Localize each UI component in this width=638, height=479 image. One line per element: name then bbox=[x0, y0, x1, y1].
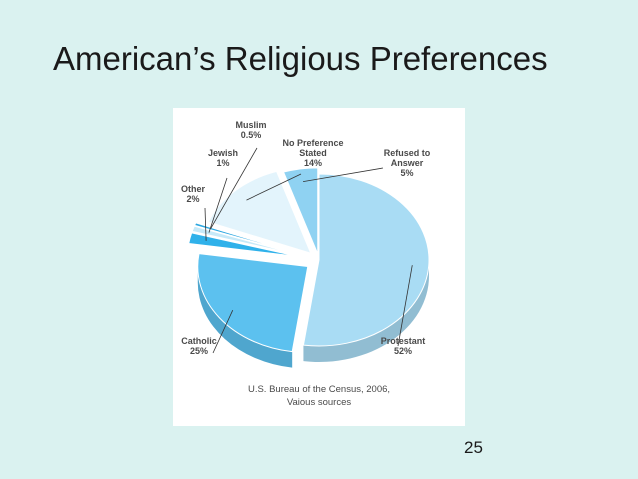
leader-line-other bbox=[204, 207, 207, 241]
slice-labels-layer: Protestant 52% Catholic 25% Other 2%Jewish 1% M… bbox=[181, 120, 431, 356]
slice-label-protestant: Protestant 52% bbox=[381, 336, 426, 356]
slice-label-jewish: Jewish 1% bbox=[208, 148, 238, 168]
slice-label-refused-to-answer: Refused to Answer 5% bbox=[384, 148, 431, 178]
slice-depth-catholic bbox=[197, 266, 293, 368]
source-line: U.S. Bureau of the Census, 2006, bbox=[248, 384, 390, 395]
slice-protestant bbox=[302, 173, 430, 347]
page-number: 25 bbox=[464, 438, 483, 457]
pie-chart-figure: Protestant 52% Catholic 25% Other 2% Jewish 1% M… bbox=[173, 108, 465, 426]
source-note: U.S. Bureau of the Census, 2006, Vaious s… bbox=[248, 384, 390, 408]
slice-depth-protestant bbox=[303, 260, 429, 362]
slice-muslim bbox=[193, 222, 299, 255]
leader-lines-layer bbox=[204, 147, 413, 354]
leader-line-no-preference-stated bbox=[246, 173, 302, 201]
slide-title: American’s Religious Preferences bbox=[53, 40, 548, 77]
slice-other bbox=[188, 232, 298, 257]
pie-slices-layer bbox=[188, 167, 430, 353]
source-line: Vaious sources bbox=[287, 397, 351, 408]
slice-no-preference-stated bbox=[207, 170, 312, 254]
slice-jewish bbox=[191, 225, 299, 256]
pie-depth-layer bbox=[197, 260, 429, 368]
slice-label-muslim: Muslim 0.5% bbox=[235, 120, 266, 140]
slice-refused-to-answer bbox=[282, 167, 319, 255]
slice-catholic bbox=[197, 253, 309, 353]
leader-line-muslim bbox=[210, 147, 258, 229]
slice-label-catholic: Catholic 25% bbox=[181, 336, 217, 356]
pie-chart: Protestant 52% Catholic 25% Other 2%Jewish 1% M… bbox=[181, 120, 431, 408]
leader-line-protestant bbox=[397, 265, 413, 347]
leader-line-jewish bbox=[208, 177, 228, 233]
leader-line-refused-to-answer bbox=[302, 167, 384, 183]
slice-label-other: Other 2% bbox=[181, 184, 206, 204]
slice-label-no-preference-stated: No Preference Stated 14% bbox=[282, 138, 343, 168]
leader-line-catholic bbox=[212, 309, 234, 354]
